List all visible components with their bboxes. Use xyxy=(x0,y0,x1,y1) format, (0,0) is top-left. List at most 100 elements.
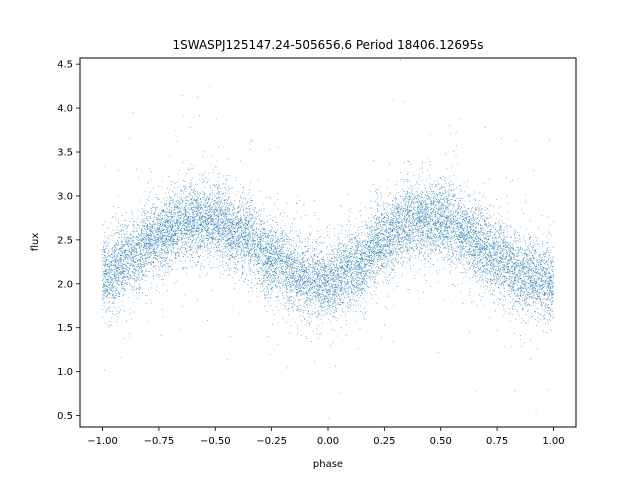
data-point xyxy=(276,231,277,233)
data-point xyxy=(312,299,314,301)
data-point xyxy=(308,290,309,292)
data-point xyxy=(215,205,217,207)
data-point xyxy=(550,298,551,300)
data-point xyxy=(379,222,380,224)
data-point xyxy=(321,305,322,307)
data-point xyxy=(215,217,217,219)
data-point xyxy=(510,226,512,228)
data-point xyxy=(408,239,410,241)
data-point xyxy=(391,210,393,211)
data-point xyxy=(249,271,251,273)
data-point xyxy=(207,226,208,227)
data-point xyxy=(320,258,322,259)
data-point xyxy=(492,227,494,229)
data-point xyxy=(141,240,143,241)
data-point xyxy=(527,262,528,263)
data-point xyxy=(211,220,213,221)
data-point xyxy=(268,283,270,285)
data-point xyxy=(384,262,385,264)
data-point xyxy=(236,243,238,244)
data-point xyxy=(117,295,119,297)
data-point xyxy=(488,230,490,232)
data-point xyxy=(304,246,306,248)
data-point xyxy=(549,282,551,284)
data-point xyxy=(164,203,165,205)
data-point xyxy=(257,241,259,243)
data-point xyxy=(552,260,554,262)
data-point xyxy=(142,259,143,260)
data-point xyxy=(428,158,429,159)
data-point xyxy=(294,270,296,272)
data-point xyxy=(105,273,107,275)
data-point xyxy=(158,228,160,230)
data-point xyxy=(258,253,260,255)
data-point xyxy=(496,238,498,240)
data-point xyxy=(133,242,135,244)
data-point xyxy=(548,247,550,248)
data-point xyxy=(401,213,403,215)
data-point xyxy=(366,241,368,243)
data-point xyxy=(404,236,406,238)
data-point xyxy=(400,213,402,215)
data-point xyxy=(281,266,283,267)
data-point xyxy=(525,298,527,299)
data-point xyxy=(425,202,427,204)
data-point xyxy=(157,211,159,213)
data-point xyxy=(328,268,330,270)
data-point xyxy=(240,241,241,243)
data-point xyxy=(443,234,445,236)
data-point xyxy=(266,277,268,279)
data-point xyxy=(370,270,371,272)
data-point xyxy=(143,255,145,256)
data-point xyxy=(263,278,264,280)
data-point xyxy=(149,222,150,223)
data-point xyxy=(115,307,116,309)
data-point xyxy=(280,267,282,268)
data-point xyxy=(234,243,236,244)
data-point xyxy=(368,259,370,261)
data-point xyxy=(377,228,378,230)
data-point xyxy=(544,276,546,278)
data-point xyxy=(475,267,477,268)
data-point xyxy=(156,227,158,229)
data-point xyxy=(418,298,420,300)
data-point xyxy=(194,265,196,266)
data-point xyxy=(270,226,272,228)
data-point xyxy=(293,282,295,283)
data-point xyxy=(300,278,302,279)
data-point xyxy=(246,247,248,249)
data-point xyxy=(228,213,229,215)
data-point xyxy=(200,245,201,247)
data-point xyxy=(384,202,386,204)
data-point xyxy=(482,249,483,251)
data-point xyxy=(178,214,179,216)
data-point xyxy=(499,230,501,232)
data-point xyxy=(316,268,318,270)
data-point xyxy=(507,284,509,286)
data-point xyxy=(300,280,301,282)
data-point xyxy=(148,196,150,197)
data-point xyxy=(190,266,192,268)
data-point xyxy=(426,219,427,221)
data-point xyxy=(500,268,501,269)
data-point xyxy=(540,268,542,270)
data-point xyxy=(337,274,339,275)
data-point xyxy=(207,248,209,250)
data-point xyxy=(183,221,185,223)
data-point xyxy=(375,242,377,244)
data-point xyxy=(315,296,316,298)
data-point xyxy=(458,222,460,224)
data-point xyxy=(249,273,251,275)
data-point xyxy=(302,275,303,277)
data-point xyxy=(277,146,279,148)
data-point xyxy=(276,267,277,269)
data-point xyxy=(149,299,151,301)
data-point xyxy=(109,288,111,290)
data-point xyxy=(226,178,228,180)
data-point xyxy=(238,246,240,247)
data-point xyxy=(474,233,475,234)
data-point xyxy=(130,276,132,278)
data-point xyxy=(339,249,341,251)
data-point xyxy=(315,307,317,309)
data-point xyxy=(259,259,260,261)
